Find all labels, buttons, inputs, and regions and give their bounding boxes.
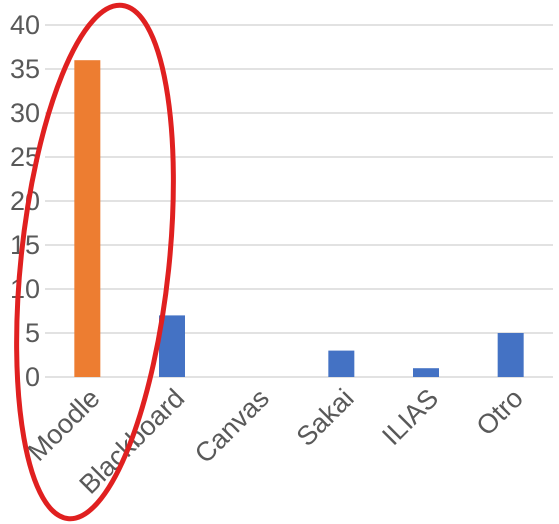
x-category-label: Moodle — [22, 383, 106, 467]
x-category-label: Sakai — [291, 383, 360, 452]
x-category-label: ILIAS — [376, 383, 444, 451]
x-category-label: Otro — [471, 383, 529, 441]
y-tick-label: 0 — [25, 362, 40, 392]
y-tick-label: 30 — [10, 98, 40, 128]
bar-otro — [497, 333, 524, 377]
bar-sakai — [328, 350, 355, 377]
bars — [74, 60, 524, 377]
y-tick-label: 5 — [25, 318, 40, 348]
bar-moodle — [74, 60, 101, 377]
gridlines — [45, 24, 553, 378]
highlight-ellipse — [14, 2, 176, 522]
y-tick-label: 35 — [10, 54, 40, 84]
x-category-label: Canvas — [189, 383, 275, 469]
y-tick-label: 10 — [10, 274, 40, 304]
y-tick-label: 40 — [10, 10, 40, 40]
bar-ilias — [413, 368, 439, 377]
